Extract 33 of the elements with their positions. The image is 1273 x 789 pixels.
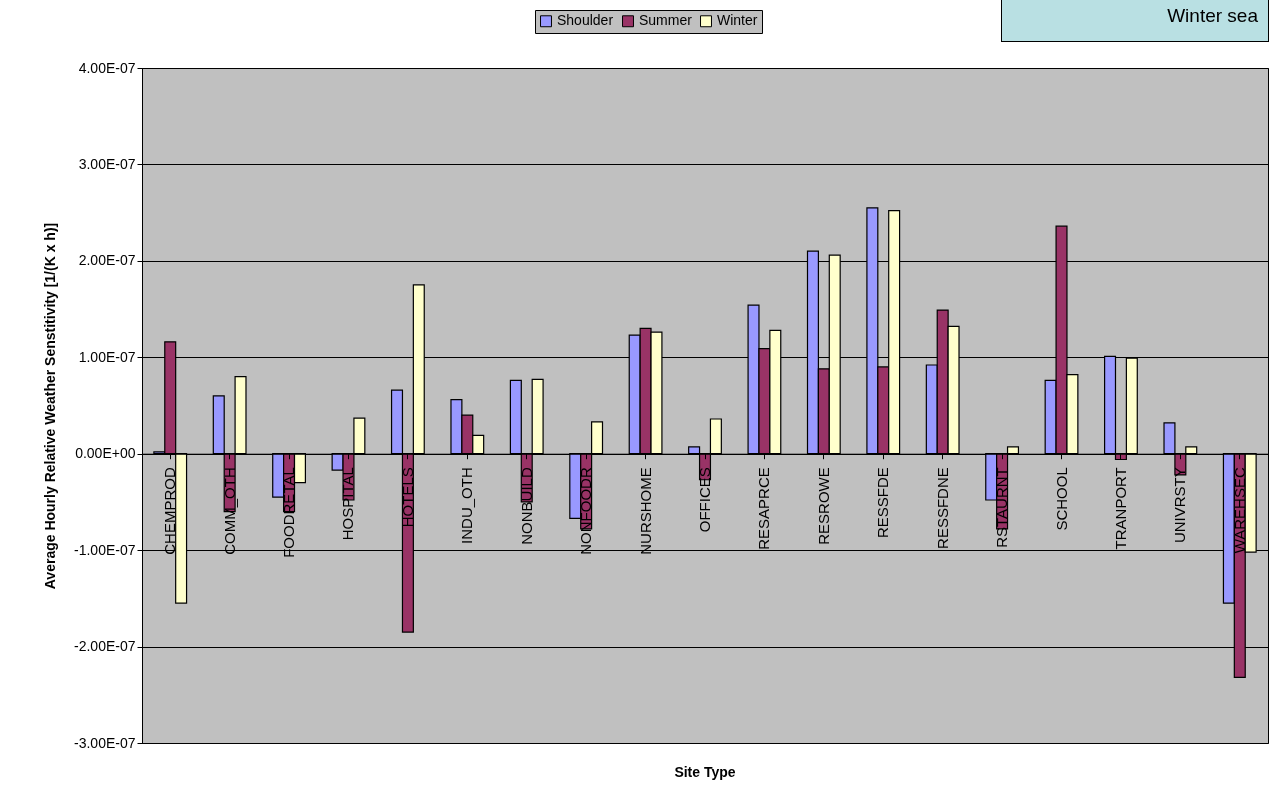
x-tick-label: OFFICES bbox=[696, 467, 713, 533]
x-tick-label: FOODRETAL bbox=[280, 467, 298, 558]
x-tick-label: RESSFDE bbox=[874, 467, 892, 539]
x-tick-label: HOTELS bbox=[398, 467, 416, 528]
legend-label: Winter bbox=[717, 12, 758, 29]
y-tick-label: 3.00E-07 bbox=[78, 155, 136, 172]
y-tick-label: -1.00E-07 bbox=[74, 541, 136, 558]
x-tick-label: RESAPRCE bbox=[755, 467, 773, 550]
text: Winter sea bbox=[1001, 0, 1269, 42]
x-tick-label: UNIVRSTY bbox=[1171, 467, 1189, 544]
legend-label: Summer bbox=[639, 12, 693, 29]
x-tick-label: TRANPORT bbox=[1111, 467, 1129, 550]
y-tick-label: 1.00E-07 bbox=[78, 348, 136, 365]
y-axis-title: Average Hourly Relative Weather Senstitivity [1/(K x h)] bbox=[42, 222, 59, 590]
y-tick-label: -3.00E-07 bbox=[74, 734, 136, 751]
x-axis-title: Site Type bbox=[673, 764, 737, 780]
x-tick-label: NONBUILD bbox=[517, 467, 535, 545]
x-tick-label: NURSHOME bbox=[636, 467, 654, 555]
x-tick-label: RSTAURNT bbox=[993, 467, 1011, 548]
x-tick-label: COMM_OTH bbox=[220, 467, 238, 555]
y-tick-label: -2.00E-07 bbox=[74, 638, 136, 655]
x-tick-label: INDU_OTH bbox=[458, 467, 476, 544]
x-tick-label: HOSPITAL bbox=[339, 467, 357, 541]
y-tick-label: 0.00E+00 bbox=[75, 445, 136, 462]
x-tick-label: WAREHSEC bbox=[1230, 467, 1248, 554]
x-tick-label: CHEMPROD bbox=[161, 467, 179, 555]
x-tick-label: RESROWE bbox=[814, 467, 832, 545]
legend-label: Shoulder bbox=[557, 12, 614, 29]
y-tick-label: 2.00E-07 bbox=[78, 252, 136, 269]
x-tick-label: SCHOOL bbox=[1052, 467, 1070, 531]
y-tick-label: 4.00E-07 bbox=[78, 59, 136, 76]
x-tick-label: NONFOODR bbox=[577, 467, 595, 555]
x-tick-label: RESSFDNE bbox=[933, 467, 951, 549]
